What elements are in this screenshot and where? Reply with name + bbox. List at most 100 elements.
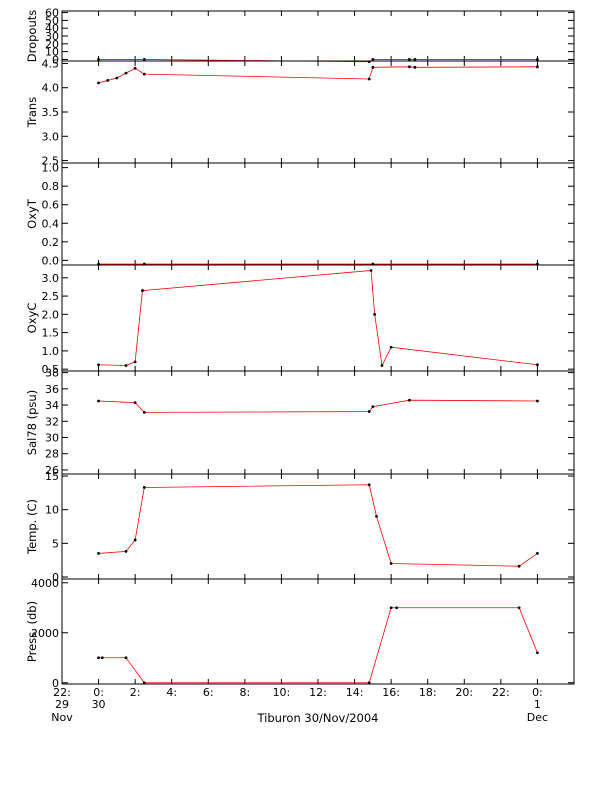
data-point bbox=[142, 681, 146, 685]
x-tick-label: 16: bbox=[382, 686, 400, 699]
data-point bbox=[142, 58, 146, 61]
y-tick-label: 1.0 bbox=[42, 345, 60, 358]
panel-frame bbox=[61, 578, 575, 685]
panel-4: 0.5 1.0 1.5 2.0 2.5 3.0 OxyC bbox=[25, 264, 575, 376]
y-tick-label: 0.5 bbox=[42, 363, 60, 376]
y-tick-label: 2.0 bbox=[42, 308, 60, 321]
y-tick-label: 4.0 bbox=[42, 82, 60, 95]
y-axis-label: OxyT bbox=[25, 198, 39, 229]
y-tick-label: 36 bbox=[45, 383, 59, 396]
data-point bbox=[536, 552, 539, 555]
y-tick-label: 0.0 bbox=[42, 254, 60, 267]
data-point bbox=[536, 58, 539, 61]
x-tick-label: 0: bbox=[532, 686, 543, 699]
data-point bbox=[395, 606, 399, 610]
data-point bbox=[97, 399, 100, 403]
data-point bbox=[124, 364, 128, 367]
data-point bbox=[100, 656, 104, 660]
series-raw-line bbox=[98, 66, 538, 84]
data-point bbox=[408, 65, 411, 69]
y-tick-label: 40 bbox=[45, 22, 59, 35]
data-point bbox=[142, 72, 146, 76]
data-point bbox=[536, 363, 539, 367]
data-point bbox=[106, 79, 110, 82]
y-tick-label: 38 bbox=[45, 367, 59, 380]
y-tick-label: 2.5 bbox=[42, 290, 60, 303]
x-tick-label: 12: bbox=[309, 686, 327, 699]
y-tick-label: 4000 bbox=[31, 577, 59, 590]
data-point bbox=[389, 345, 393, 349]
y-axis-label: Sal78 (psu) bbox=[25, 390, 39, 455]
panel-frame bbox=[61, 473, 575, 580]
y-axis-label: OxyC bbox=[25, 303, 39, 334]
data-point bbox=[373, 312, 377, 316]
data-point bbox=[389, 606, 393, 610]
data-point bbox=[375, 515, 378, 518]
chart-title: Tiburon 30/Nov/2004 bbox=[256, 711, 378, 725]
data-point bbox=[141, 289, 144, 292]
y-tick-label: 34 bbox=[45, 399, 59, 412]
panel-frame bbox=[61, 370, 575, 475]
data-point bbox=[517, 564, 521, 568]
y-tick-label: 3.0 bbox=[42, 272, 60, 285]
y-tick-label: 3.5 bbox=[42, 106, 60, 119]
y-tick-label: 2000 bbox=[31, 627, 59, 640]
data-point bbox=[97, 656, 100, 660]
data-point bbox=[97, 363, 100, 367]
data-point bbox=[536, 651, 539, 655]
y-tick-label: 10 bbox=[45, 504, 59, 517]
data-point bbox=[115, 76, 119, 80]
data-point bbox=[367, 77, 371, 81]
y-axis-label: Temp. (C) bbox=[25, 499, 39, 555]
data-point bbox=[408, 398, 411, 402]
data-point bbox=[536, 399, 539, 403]
data-point bbox=[97, 552, 100, 555]
y-tick-label: 1.5 bbox=[42, 327, 60, 340]
x-tick-label: 8: bbox=[239, 686, 250, 699]
y-tick-label: 1.0 bbox=[42, 162, 60, 175]
data-point bbox=[371, 65, 375, 69]
y-tick-label: 10 bbox=[45, 46, 59, 59]
panel-6: 0 5 10 15 Temp. (C) bbox=[25, 470, 575, 584]
x-tick-label: 14: bbox=[346, 686, 364, 699]
y-tick-label: 0.6 bbox=[42, 199, 60, 212]
series-raw-line bbox=[98, 607, 538, 684]
y-tick-label: 0.2 bbox=[42, 236, 60, 249]
y-tick-label: 26 bbox=[45, 464, 59, 477]
panel-frame bbox=[61, 264, 575, 372]
data-point bbox=[367, 410, 371, 413]
panel-5: 26 28 30 32 34 36 38 Sal78 (psu) bbox=[25, 367, 575, 477]
y-tick-label: 4.5 bbox=[42, 57, 60, 70]
y-tick-label: 0 bbox=[52, 571, 59, 584]
x-tick-label: 22: bbox=[53, 686, 71, 699]
y-tick-label: 3.0 bbox=[42, 130, 60, 143]
y-tick-label: 0 bbox=[52, 677, 59, 690]
x-tick-label: 2: bbox=[130, 686, 141, 699]
y-tick-label: 32 bbox=[45, 415, 59, 428]
data-point bbox=[413, 58, 417, 61]
x-tick-label: 0: bbox=[93, 686, 104, 699]
x-tick-date-month: Dec bbox=[527, 711, 548, 724]
x-tick-date-day: 29 bbox=[55, 698, 69, 711]
data-point bbox=[371, 405, 375, 409]
data-point bbox=[142, 486, 146, 489]
data-point bbox=[389, 562, 393, 565]
panel-7: 0 2000 4000 Press. (db) bbox=[25, 577, 575, 690]
y-axis-label: Dropouts bbox=[25, 10, 39, 63]
x-tick-label: 22: bbox=[492, 686, 510, 699]
panel-2: 2.5 3.0 3.5 4.0 4.5 Trans bbox=[25, 57, 575, 168]
data-point bbox=[369, 269, 373, 272]
panel-frame bbox=[61, 10, 575, 62]
x-tick-label: 6: bbox=[203, 686, 214, 699]
series-raw-line bbox=[98, 484, 538, 567]
data-point bbox=[133, 538, 137, 542]
panels-layer: 0102030405060Dropouts2.53.03.54.04.5Tran… bbox=[25, 7, 575, 690]
panel-frame bbox=[61, 162, 575, 266]
data-point bbox=[413, 65, 417, 69]
data-point bbox=[124, 550, 128, 553]
y-tick-label: 0 bbox=[52, 53, 59, 66]
data-point bbox=[124, 656, 128, 660]
